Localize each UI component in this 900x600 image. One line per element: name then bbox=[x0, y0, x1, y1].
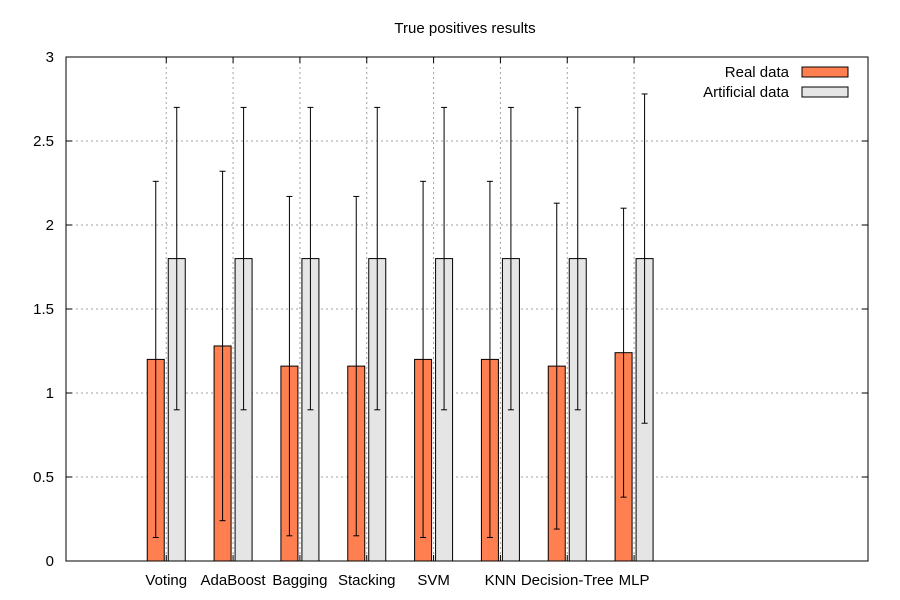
category-label: AdaBoost bbox=[201, 572, 267, 589]
category-label: Bagging bbox=[272, 572, 327, 589]
y-tick-label: 2.5 bbox=[33, 133, 54, 150]
chart-title: True positives results bbox=[394, 20, 535, 37]
y-tick-label: 1 bbox=[46, 385, 54, 402]
legend-swatch bbox=[801, 86, 849, 98]
category-label: Voting bbox=[145, 572, 187, 589]
y-tick-label: 0.5 bbox=[33, 469, 54, 486]
plot-frame bbox=[65, 56, 869, 562]
y-tick-label: 1.5 bbox=[33, 301, 54, 318]
category-label: Stacking bbox=[338, 572, 396, 589]
y-tick-label: 2 bbox=[46, 217, 54, 234]
category-label: MLP bbox=[619, 572, 650, 589]
y-tick-label: 3 bbox=[46, 49, 54, 66]
legend-swatch bbox=[801, 66, 849, 78]
category-label: KNN bbox=[485, 572, 517, 589]
category-label: SVM bbox=[417, 572, 450, 589]
legend-label: Real data bbox=[725, 64, 790, 81]
category-label: Decision-Tree bbox=[521, 572, 614, 589]
legend-label: Artificial data bbox=[703, 84, 790, 101]
y-tick-label: 0 bbox=[46, 553, 54, 570]
